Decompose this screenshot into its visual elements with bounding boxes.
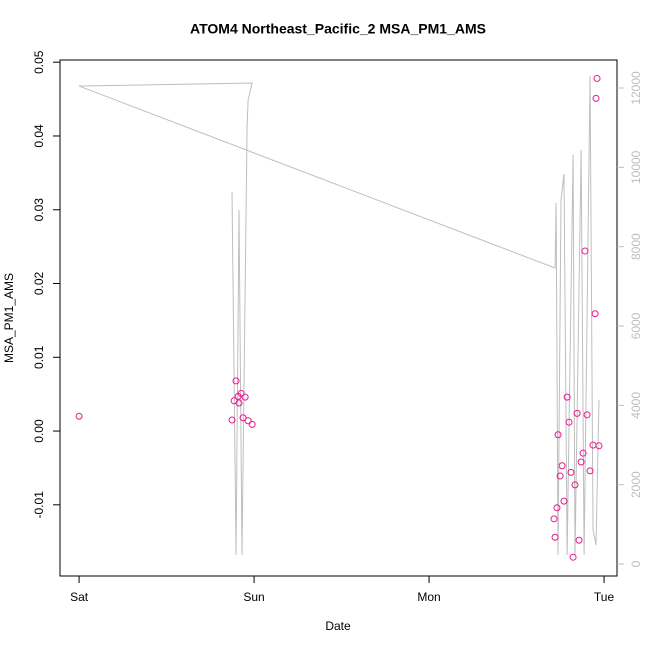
x-tick-label: Sun xyxy=(243,590,264,604)
y-tick-label: 0.05 xyxy=(32,50,46,74)
y2-tick-label: 0 xyxy=(629,560,643,567)
y-axis-label: MSA_PM1_AMS xyxy=(2,273,16,363)
x-tick-label: Sat xyxy=(70,590,89,604)
point xyxy=(241,393,249,401)
point xyxy=(554,431,562,439)
y-tick-label: 0.03 xyxy=(32,198,46,222)
point xyxy=(553,504,561,512)
point xyxy=(558,462,566,470)
y2-tick-label: 10000 xyxy=(629,150,643,184)
point xyxy=(244,417,252,425)
point xyxy=(575,536,583,544)
point xyxy=(567,468,575,476)
plot-box xyxy=(59,59,618,577)
y2-tick-label: 8000 xyxy=(629,233,643,260)
point xyxy=(573,409,581,417)
y2-tick-label: 4000 xyxy=(629,392,643,419)
point xyxy=(592,94,600,102)
x-tick-label: Tue xyxy=(594,590,615,604)
y-tick-label: 0.00 xyxy=(32,419,46,443)
point xyxy=(551,533,559,541)
x-axis-label: Date xyxy=(325,619,351,633)
y-tick-label: -0.01 xyxy=(32,491,46,519)
point xyxy=(237,389,245,397)
point xyxy=(75,412,83,420)
x-tick-label: Mon xyxy=(417,590,440,604)
y-tick-label: 0.02 xyxy=(32,272,46,296)
point xyxy=(239,414,247,422)
point xyxy=(563,393,571,401)
point xyxy=(228,416,236,424)
point xyxy=(593,74,601,82)
point xyxy=(589,441,597,449)
point xyxy=(560,497,568,505)
y-tick-label: 0.04 xyxy=(32,124,46,148)
y2-tick-label: 2000 xyxy=(629,471,643,498)
y-tick-label: 0.01 xyxy=(32,345,46,369)
point xyxy=(569,553,577,561)
point xyxy=(565,418,573,426)
y2-tick-label: 6000 xyxy=(629,312,643,339)
point xyxy=(581,247,589,255)
point xyxy=(579,449,587,457)
point xyxy=(571,481,579,489)
point xyxy=(595,442,603,450)
chart-title: ATOM4 Northeast_Pacific_2 MSA_PM1_AMS xyxy=(190,21,486,37)
point xyxy=(235,399,243,407)
point xyxy=(591,310,599,318)
point xyxy=(586,467,594,475)
point xyxy=(577,458,585,466)
point xyxy=(550,515,558,523)
point xyxy=(248,420,256,428)
point xyxy=(232,377,240,385)
point xyxy=(556,472,564,480)
point xyxy=(583,411,591,419)
altitude-line xyxy=(78,76,600,556)
y2-tick-label: 12000 xyxy=(629,71,643,105)
